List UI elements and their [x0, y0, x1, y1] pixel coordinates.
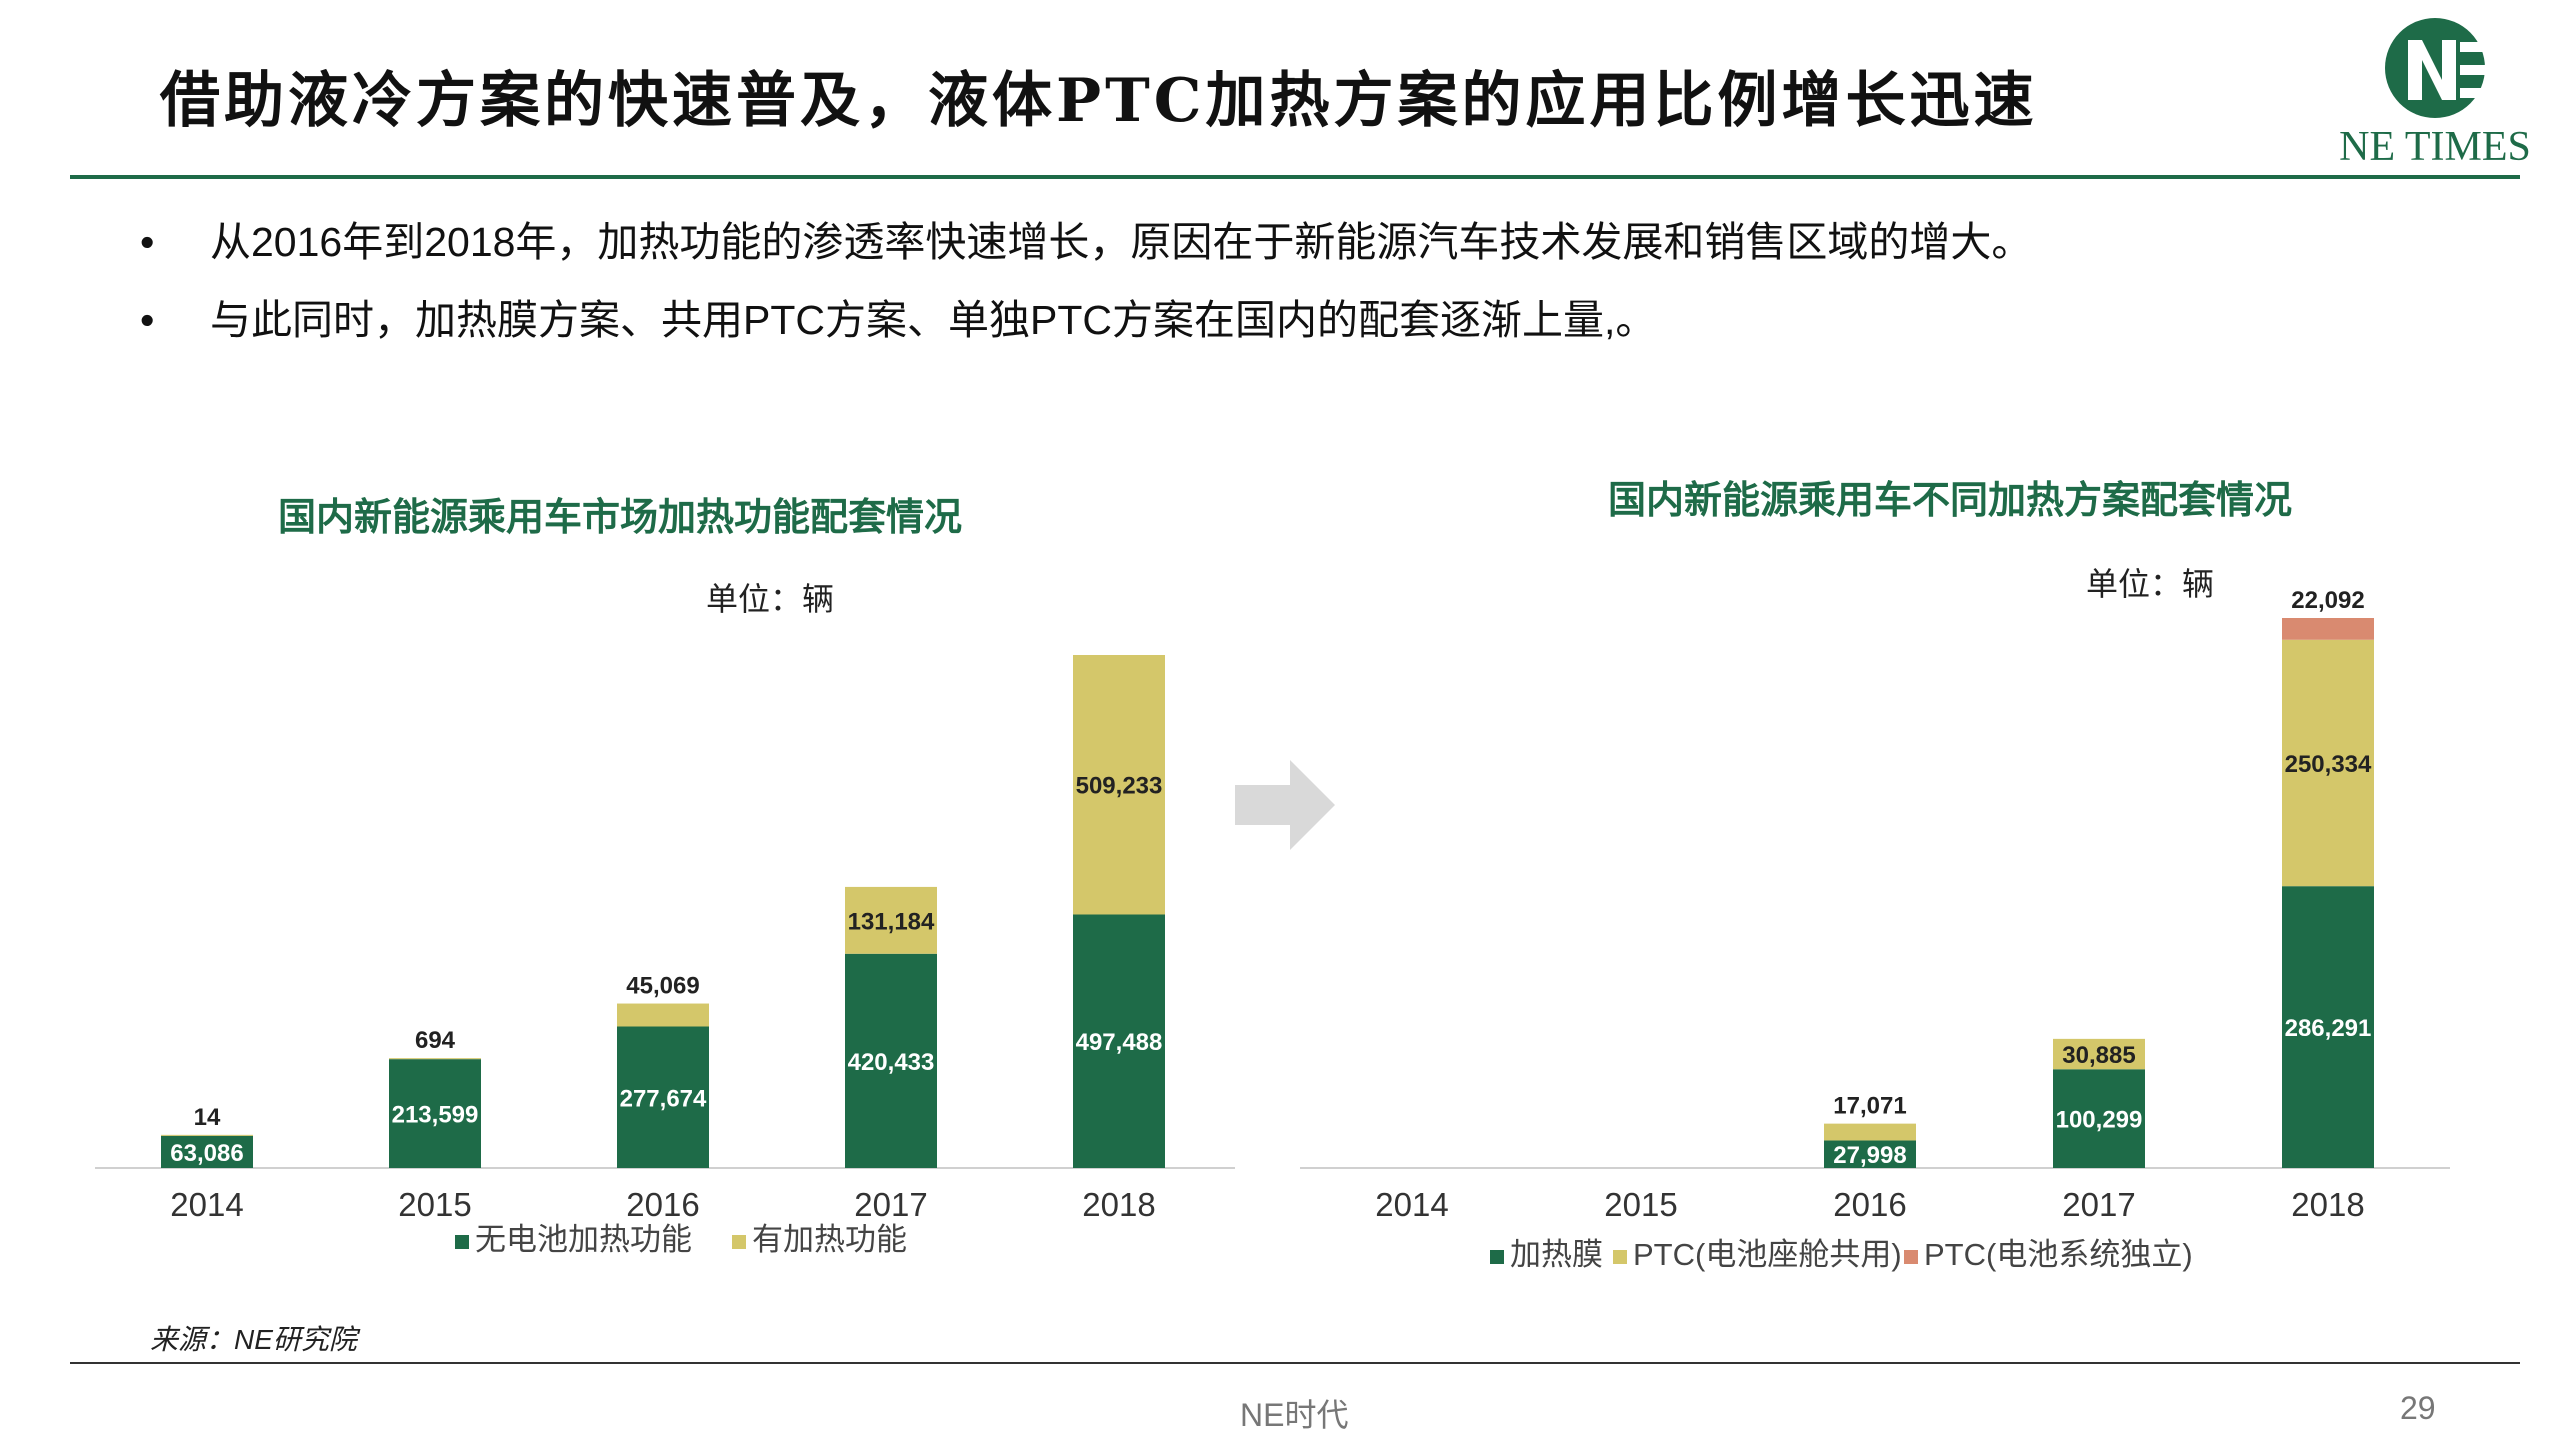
unit-label: 单位：辆 [2086, 566, 2214, 602]
data-label: 497,488 [1076, 1029, 1163, 1056]
legend-swatch [1613, 1250, 1627, 1264]
header-divider [70, 175, 2520, 179]
legend-swatch [1490, 1250, 1504, 1264]
x-tick-label: 2017 [2062, 1186, 2135, 1223]
bar-segment [389, 1058, 481, 1060]
bullet-marker: • [140, 297, 155, 343]
chart-title: 国内新能源乘用车不同加热方案配套情况 [1608, 480, 2292, 522]
arrow-shape [1235, 760, 1335, 850]
x-tick-label: 2015 [398, 1186, 471, 1223]
x-tick-label: 2016 [1833, 1186, 1906, 1223]
bar-segment [1073, 914, 1165, 1168]
chart-title: 国内新能源乘用车市场加热功能配套情况 [278, 497, 962, 539]
bar-segment [845, 886, 937, 954]
bar-segment [2282, 618, 2374, 640]
footer-divider [70, 1362, 2520, 1364]
logo-e-bar [2460, 65, 2488, 75]
data-label: 17,071 [1833, 1093, 1906, 1120]
bar-segment [161, 1134, 253, 1136]
bullet-item: • 从2016年到2018年，加热功能的渗透率快速增长，原因在于新能源汽车技术发… [140, 212, 2032, 290]
data-label: 22,092 [2291, 587, 2364, 614]
logo-n-mark [2408, 40, 2456, 100]
bullet-list: • 从2016年到2018年，加热功能的渗透率快速增长，原因在于新能源汽车技术发… [140, 212, 2032, 368]
data-label: 100,299 [2056, 1107, 2143, 1134]
legend-label: PTC(电池座舱共用) [1633, 1237, 1902, 1272]
bar-segment [2053, 1038, 2145, 1070]
data-label: 509,233 [1076, 773, 1163, 800]
bar-segment [2282, 639, 2374, 887]
bar-segment [1824, 1140, 1916, 1168]
bar-segment [1824, 1123, 1916, 1141]
legend-label: 加热膜 [1510, 1237, 1603, 1272]
x-tick-label: 2016 [626, 1186, 699, 1223]
x-tick-label: 2018 [2291, 1186, 2364, 1223]
right-arrow-icon [1235, 760, 1335, 850]
logo-e-bar [2460, 42, 2494, 52]
legend-swatch [1904, 1250, 1918, 1264]
data-label: 30,885 [2062, 1042, 2135, 1069]
data-label: 277,674 [620, 1085, 707, 1112]
page-title: 借助液冷方案的快速普及，液体PTC加热方案的应用比例增长迅速 [160, 66, 2038, 136]
data-label: 420,433 [848, 1049, 935, 1076]
bar-segment [845, 953, 937, 1168]
bar-segment [389, 1059, 481, 1168]
data-label: 694 [415, 1027, 456, 1054]
bullet-text: 与此同时，加热膜方案、共用PTC方案、单独PTC方案在国内的配套逐渐上量,。 [210, 297, 1657, 343]
source-note: 来源：NE研究院 [150, 1324, 357, 1355]
legend-swatch [455, 1235, 469, 1249]
logo-e-bar [2460, 88, 2494, 98]
data-label: 250,334 [2285, 751, 2372, 778]
data-label: 45,069 [626, 973, 699, 1000]
page-number: 29 [2400, 1390, 2436, 1426]
x-tick-label: 2014 [170, 1186, 243, 1223]
data-label: 131,184 [848, 908, 935, 935]
legend-label: 无电池加热功能 [475, 1222, 692, 1257]
data-label: 213,599 [392, 1102, 479, 1129]
data-label: 14 [194, 1104, 221, 1131]
bullet-text: 从2016年到2018年，加热功能的渗透率快速增长，原因在于新能源汽车技术发展和… [210, 219, 2033, 265]
ne-times-logo: NE TIMES [2339, 18, 2531, 170]
bullet-item: • 与此同时，加热膜方案、共用PTC方案、单独PTC方案在国内的配套逐渐上量,。 [140, 290, 2032, 368]
bullet-marker: • [140, 219, 155, 265]
legend-label: PTC(电池系统独立) [1924, 1237, 2193, 1272]
legend-label: 有加热功能 [752, 1222, 907, 1257]
bar-segment [161, 1135, 253, 1168]
data-label: 286,291 [2285, 1015, 2372, 1042]
legend-swatch [732, 1235, 746, 1249]
bar-segment [617, 1026, 709, 1168]
footer-brand: NE时代 [1240, 1397, 1349, 1433]
data-label: 63,086 [170, 1140, 243, 1167]
bar-segment [2053, 1069, 2145, 1168]
data-label: 27,998 [1833, 1142, 1906, 1169]
x-tick-label: 2018 [1082, 1186, 1155, 1223]
x-tick-label: 2014 [1375, 1186, 1448, 1223]
bar-segment [2282, 886, 2374, 1168]
logo-text: NE TIMES [2339, 124, 2531, 170]
bar-segment [1073, 655, 1165, 915]
bar-segment [617, 1003, 709, 1027]
x-tick-label: 2015 [1604, 1186, 1677, 1223]
x-tick-label: 2017 [854, 1186, 927, 1223]
unit-label: 单位：辆 [706, 581, 834, 617]
